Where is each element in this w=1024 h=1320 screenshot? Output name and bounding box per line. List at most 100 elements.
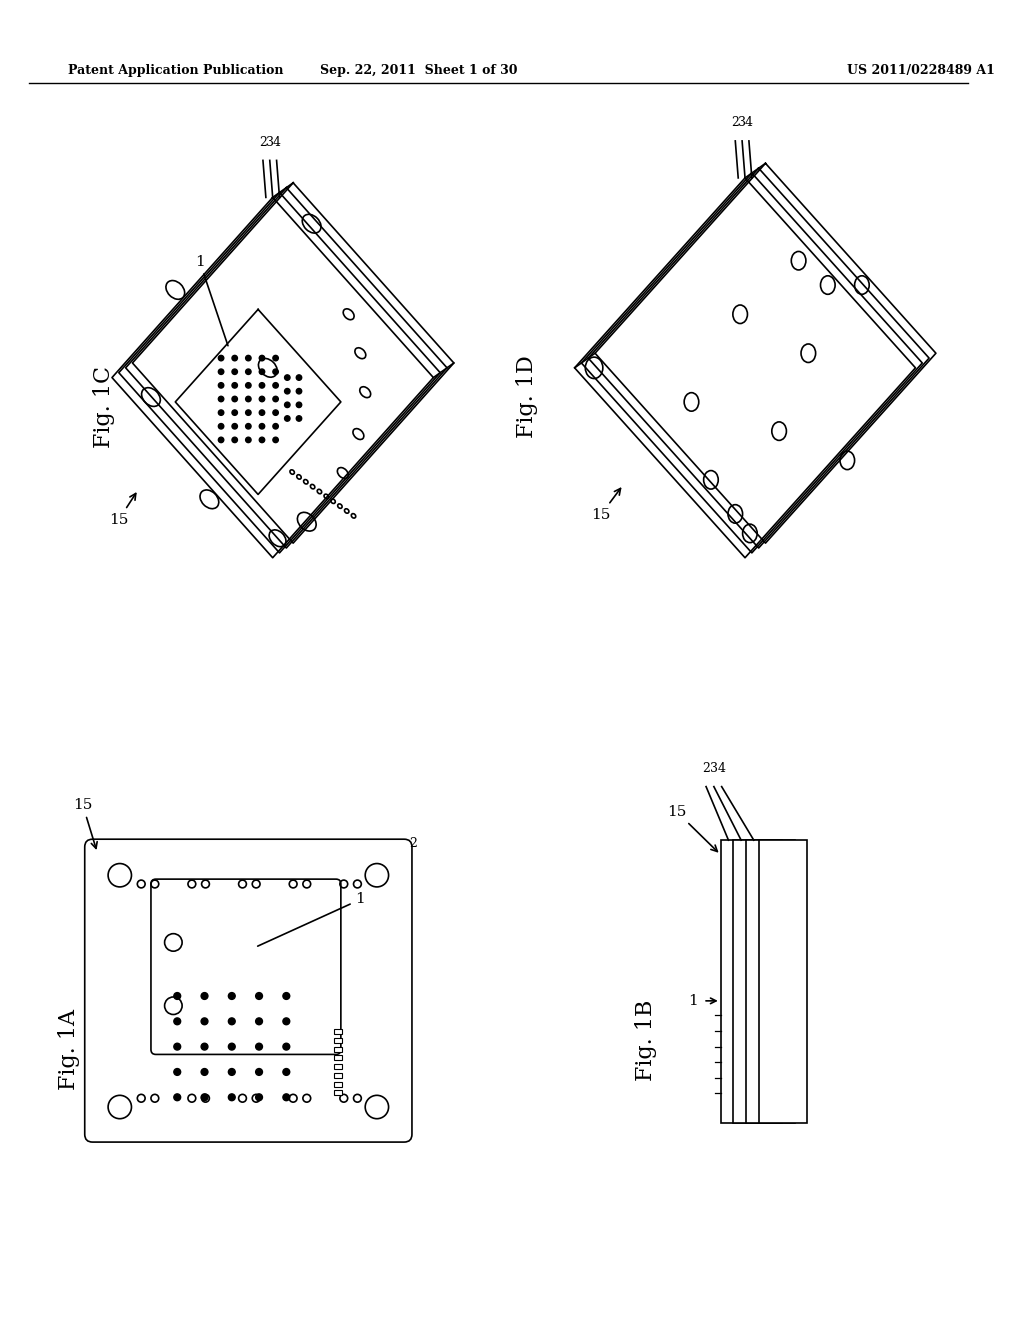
Text: 4: 4 bbox=[272, 136, 281, 149]
Circle shape bbox=[272, 383, 279, 388]
Circle shape bbox=[232, 383, 238, 388]
Circle shape bbox=[283, 1018, 290, 1024]
Circle shape bbox=[259, 396, 264, 401]
Text: Fig. 1D: Fig. 1D bbox=[516, 355, 539, 438]
Circle shape bbox=[283, 993, 290, 999]
Circle shape bbox=[283, 1069, 290, 1076]
Circle shape bbox=[246, 437, 251, 442]
Circle shape bbox=[228, 1043, 236, 1049]
Circle shape bbox=[259, 411, 264, 416]
Text: 1: 1 bbox=[195, 255, 228, 346]
Circle shape bbox=[218, 411, 224, 416]
Circle shape bbox=[246, 370, 251, 375]
Circle shape bbox=[228, 1094, 236, 1101]
Circle shape bbox=[218, 424, 224, 429]
Circle shape bbox=[283, 1043, 290, 1049]
Bar bbox=[746, 840, 795, 1122]
Text: 2: 2 bbox=[259, 136, 267, 149]
Circle shape bbox=[246, 411, 251, 416]
Bar bbox=[334, 1090, 342, 1096]
Bar bbox=[733, 840, 782, 1122]
Circle shape bbox=[232, 396, 238, 401]
Circle shape bbox=[174, 993, 180, 999]
Text: 2: 2 bbox=[409, 837, 417, 850]
Text: 1: 1 bbox=[258, 892, 366, 946]
Bar bbox=[759, 840, 807, 1122]
Circle shape bbox=[285, 416, 290, 421]
Text: Fig. 1A: Fig. 1A bbox=[58, 1008, 81, 1090]
Circle shape bbox=[246, 396, 251, 401]
Text: 3: 3 bbox=[710, 762, 718, 775]
Text: 3: 3 bbox=[738, 116, 746, 129]
Bar bbox=[721, 840, 769, 1122]
Circle shape bbox=[228, 1069, 236, 1076]
Circle shape bbox=[259, 424, 264, 429]
Circle shape bbox=[256, 1094, 262, 1101]
Circle shape bbox=[201, 1043, 208, 1049]
Text: 15: 15 bbox=[110, 494, 136, 527]
Text: 4: 4 bbox=[744, 116, 753, 129]
Text: 15: 15 bbox=[73, 799, 97, 849]
Text: 15: 15 bbox=[591, 488, 621, 521]
Circle shape bbox=[285, 388, 290, 393]
Circle shape bbox=[174, 1018, 180, 1024]
Circle shape bbox=[296, 375, 302, 380]
Circle shape bbox=[232, 424, 238, 429]
Circle shape bbox=[283, 1094, 290, 1101]
Circle shape bbox=[259, 437, 264, 442]
Bar bbox=[334, 1030, 342, 1034]
Text: US 2011/0228489 A1: US 2011/0228489 A1 bbox=[847, 65, 995, 78]
FancyBboxPatch shape bbox=[85, 840, 412, 1142]
Circle shape bbox=[174, 1094, 180, 1101]
Text: 15: 15 bbox=[667, 805, 718, 851]
Circle shape bbox=[201, 993, 208, 999]
Text: 2: 2 bbox=[731, 116, 739, 129]
Circle shape bbox=[246, 424, 251, 429]
Bar bbox=[334, 1073, 342, 1078]
Bar bbox=[334, 1064, 342, 1069]
Bar bbox=[334, 1047, 342, 1052]
Circle shape bbox=[256, 1043, 262, 1049]
Circle shape bbox=[232, 411, 238, 416]
Circle shape bbox=[272, 370, 279, 375]
Circle shape bbox=[296, 388, 302, 393]
Circle shape bbox=[285, 403, 290, 408]
Circle shape bbox=[256, 993, 262, 999]
Circle shape bbox=[218, 383, 224, 388]
Text: Sep. 22, 2011  Sheet 1 of 30: Sep. 22, 2011 Sheet 1 of 30 bbox=[321, 65, 517, 78]
Circle shape bbox=[228, 993, 236, 999]
Circle shape bbox=[232, 370, 238, 375]
Bar bbox=[334, 1038, 342, 1043]
Text: 4: 4 bbox=[718, 762, 726, 775]
Circle shape bbox=[201, 1018, 208, 1024]
Text: Patent Application Publication: Patent Application Publication bbox=[69, 65, 284, 78]
Circle shape bbox=[296, 416, 302, 421]
FancyBboxPatch shape bbox=[151, 879, 341, 1055]
Circle shape bbox=[272, 424, 279, 429]
Circle shape bbox=[272, 411, 279, 416]
Circle shape bbox=[201, 1094, 208, 1101]
Bar bbox=[334, 1056, 342, 1060]
Circle shape bbox=[174, 1069, 180, 1076]
Circle shape bbox=[272, 355, 279, 360]
Circle shape bbox=[232, 355, 238, 360]
Circle shape bbox=[259, 355, 264, 360]
Circle shape bbox=[218, 437, 224, 442]
Text: 1: 1 bbox=[688, 994, 698, 1008]
Circle shape bbox=[201, 1069, 208, 1076]
Circle shape bbox=[228, 1018, 236, 1024]
Bar bbox=[334, 1081, 342, 1086]
Text: Fig. 1C: Fig. 1C bbox=[92, 366, 115, 447]
Text: 3: 3 bbox=[266, 136, 273, 149]
Circle shape bbox=[272, 437, 279, 442]
Circle shape bbox=[218, 370, 224, 375]
Circle shape bbox=[246, 383, 251, 388]
Circle shape bbox=[259, 383, 264, 388]
Text: Fig. 1B: Fig. 1B bbox=[635, 999, 657, 1081]
Circle shape bbox=[296, 403, 302, 408]
Circle shape bbox=[218, 355, 224, 360]
Circle shape bbox=[256, 1018, 262, 1024]
Circle shape bbox=[256, 1069, 262, 1076]
Circle shape bbox=[259, 370, 264, 375]
Circle shape bbox=[285, 375, 290, 380]
